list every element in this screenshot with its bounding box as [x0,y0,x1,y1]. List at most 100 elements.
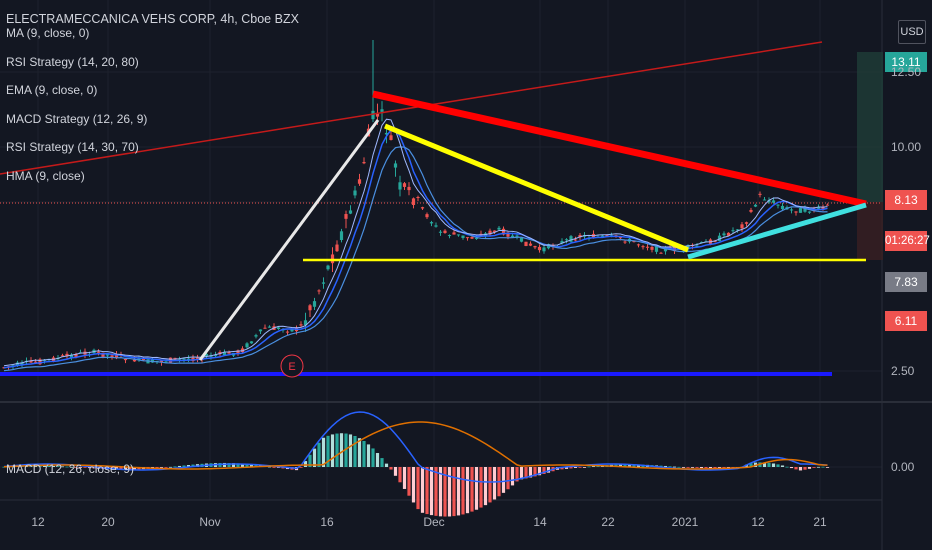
time-tick-label: 14 [533,515,547,529]
macd-histogram-bar [465,467,470,514]
indicator-hma[interactable]: HMA (9, close) [6,168,85,183]
macd-histogram-bar [128,467,132,470]
candle-body [623,241,627,243]
candle-body [123,358,128,361]
candle-body [537,246,542,251]
price-tick-label: 10.00 [891,140,922,154]
time-tick-label: Dec [423,515,445,529]
symbol-title[interactable]: ELECTRAMECCANICA VEHS CORP, 4h, Cboe BZX [6,12,299,26]
macd-histogram-bar [479,467,483,508]
macd-histogram-bar [119,467,123,470]
macd-histogram-bar [681,467,686,468]
macd-histogram-bar [438,467,443,517]
candle-body [236,350,240,354]
macd-histogram-bar [794,467,798,470]
macd-histogram-bar [317,442,321,467]
candle-body [402,183,407,187]
macd-histogram-bar [501,467,506,493]
macd-pane [2,411,830,517]
macd-histogram-bar [303,461,308,467]
currency-button[interactable]: USD [898,20,926,44]
macd-histogram-bar [348,434,353,467]
candle-body [258,329,263,332]
trend-drawings[interactable] [0,41,867,376]
macd-histogram-bar [429,467,434,516]
candle-body [699,241,704,243]
candle-body [789,209,794,211]
candle-body [420,207,425,209]
candle-body [299,324,303,326]
candle-body [519,237,524,242]
signal-line [3,421,828,470]
macd-histogram-bar [542,467,546,474]
macd-histogram-bar [236,463,240,467]
risk-range-box [857,202,883,260]
red-resistance-trendline [372,90,867,208]
macd-histogram-bar [713,467,717,469]
macd-histogram-bar [155,467,159,469]
candle-body [461,235,465,238]
price-tick-label: 2.50 [891,364,915,378]
macd-histogram-bar [519,467,524,480]
macd-histogram-bar [749,463,753,467]
macd-histogram-bar [389,467,393,470]
indicator-ema[interactable]: EMA (9, close, 0) [6,83,98,97]
candle-body [173,357,177,359]
candle-body [159,360,164,363]
candle-body [186,358,191,360]
candle-body [753,204,758,207]
indicator-ma[interactable]: MA (9, close, 0) [6,26,90,40]
candle-body [717,235,722,242]
macd-histogram-bar [533,467,537,477]
indicator-macd-strategy[interactable]: MACD Strategy (12, 26, 9) [6,111,148,126]
macd-histogram-bar [569,467,573,469]
price-tag-countdown: 01:26:27 [885,231,930,251]
macd-histogram-bar [272,467,276,468]
macd-histogram-bar [344,433,348,467]
macd-histogram-bar [56,466,60,467]
candle-body [168,357,173,363]
price-tag-last: 8.13 [885,190,927,210]
macd-histogram-bar [159,467,164,468]
time-tick-label: 12 [31,515,45,529]
macd-histogram-bar [182,465,186,467]
candle-body [290,329,294,332]
macd-legend[interactable]: MACD (12, 26, close, 9) [6,462,135,476]
macd-histogram-bar [74,467,78,468]
candle-body [74,354,78,357]
candle-body [645,246,650,248]
macd-histogram-bar [659,465,663,467]
candle-body [605,235,609,237]
macd-histogram-bar [722,467,726,469]
indicator-rsi-strategy-1[interactable]: RSI Strategy (14, 20, 80) [6,54,139,69]
candle-body [60,355,65,357]
earnings-event-marker[interactable]: E [280,354,304,378]
macd-histogram-bar [29,465,33,467]
indicator-rsi-strategy-2[interactable]: RSI Strategy (14, 30, 70) [6,140,139,154]
macd-histogram-bar [407,467,411,496]
macd-histogram-bar [402,467,407,489]
macd-histogram-bar [267,466,272,468]
macd-histogram-bar [51,466,56,467]
candle-body [362,162,366,164]
time-tick-label: 21 [813,515,827,529]
macd-histogram-bar [492,467,497,500]
white-trendline [198,119,380,361]
macd-histogram-bar [587,466,591,468]
candle-body [69,354,74,359]
candle-body [389,135,393,140]
candle-body [285,331,290,333]
candle-body [348,210,353,214]
candle-body [452,232,456,235]
macd-histogram-bar [168,466,173,468]
indicator-legend: MA (9, close, 0) RSI Strategy (14, 20, 8… [6,26,147,197]
macd-histogram-bar [339,433,344,467]
macd-histogram-bar [254,464,258,467]
candle-body [492,230,497,233]
time-tick-label: 16 [320,515,334,529]
macd-histogram-bar [330,434,335,467]
macd-histogram-bar [528,467,533,478]
macd-histogram-bar [366,444,371,467]
candle-body [164,361,168,363]
